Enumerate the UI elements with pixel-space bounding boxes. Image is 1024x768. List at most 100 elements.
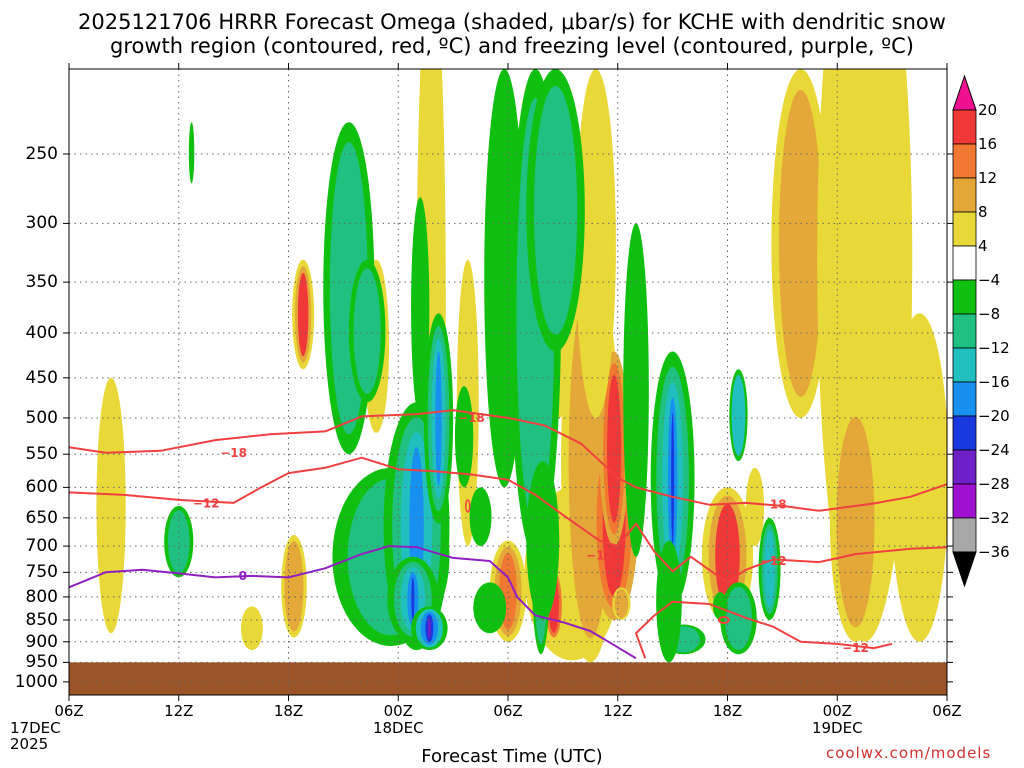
omega-cell <box>836 416 875 628</box>
omega-cell <box>435 351 442 486</box>
colorbar-label: 4 <box>978 237 988 255</box>
freezing-level-contour <box>69 545 637 660</box>
omega-cell <box>607 374 622 523</box>
svg-text:−18: −18 <box>220 446 247 460</box>
omega-cell <box>454 386 474 488</box>
colorbar <box>952 74 977 588</box>
colorbar-label: −12 <box>978 339 1010 357</box>
y-tick-label: 700 <box>25 536 58 557</box>
omega-cell <box>188 122 195 184</box>
colorbar-label: −36 <box>978 543 1010 561</box>
y-tick-label: 400 <box>25 322 58 343</box>
colorbar-label: −8 <box>978 305 1001 323</box>
x-tick-sublabel: 19DEC <box>811 719 863 737</box>
x-tick-label: 18Z <box>712 702 743 720</box>
y-tick-label: 800 <box>25 586 58 607</box>
contour-label: −18 <box>760 498 787 512</box>
y-tick-label: 900 <box>25 631 58 652</box>
svg-text:0: 0 <box>239 569 247 583</box>
omega-cell <box>411 197 430 418</box>
omega-cell <box>724 586 753 650</box>
omega-cell <box>764 530 775 608</box>
omega-cell <box>745 467 765 547</box>
y-tick-label: 250 <box>25 143 58 164</box>
chart-title-line-2: growth region (contoured, red, ºC) and f… <box>110 34 914 58</box>
credit-text: coolwx.com/models <box>826 744 992 762</box>
contour-lines: −18 −18 −12 0 −18 −12 −12 −12 <box>69 409 947 660</box>
contour-label: −12 <box>842 641 869 655</box>
y-tick-label: 500 <box>25 407 58 428</box>
omega-cell <box>240 606 263 651</box>
terrain-fill <box>69 662 947 695</box>
svg-text:−12: −12 <box>586 549 613 563</box>
contour-label: −12 <box>586 549 613 563</box>
omega-cell <box>411 577 415 622</box>
omega-cell <box>167 510 190 574</box>
temperature-contour <box>635 600 893 659</box>
y-tick-label: 550 <box>25 444 58 465</box>
x-tick-label: 18Z <box>273 702 304 720</box>
svg-text:−12: −12 <box>760 554 787 568</box>
temperature-contour <box>69 456 947 584</box>
omega-cell <box>712 592 728 621</box>
y-tick-label: 750 <box>25 562 58 583</box>
x-tick-label: 06Z <box>932 702 962 720</box>
chart-title-line-1: 2025121706 HRRR Forecast Omega (shaded, … <box>78 10 946 34</box>
colorbar-label: −28 <box>978 475 1010 493</box>
colorbar-swatch <box>952 449 977 485</box>
colorbar-bottom-arrow <box>952 551 977 588</box>
x-tick-sublabel: 17DEC <box>10 719 61 737</box>
colorbar-swatch <box>952 143 977 179</box>
omega-cell <box>469 487 492 547</box>
omega-cell <box>473 582 507 634</box>
svg-text:−18: −18 <box>458 411 485 425</box>
contour-label: 0 <box>239 569 247 583</box>
omega-cell <box>526 461 560 621</box>
contour-label: −18 <box>458 411 485 425</box>
omega-cell <box>96 377 126 634</box>
omega-cell <box>353 268 381 394</box>
contour-label: −12 <box>193 497 220 511</box>
x-tick-label: 06Z <box>493 702 523 720</box>
y-tick-label: 350 <box>25 272 58 293</box>
omega-cell <box>731 374 746 456</box>
omega-cell <box>575 69 616 418</box>
colorbar-swatch <box>952 279 977 315</box>
svg-text:−12: −12 <box>842 641 869 655</box>
colorbar-label: 16 <box>978 135 998 153</box>
omega-cell <box>297 272 309 357</box>
omega-cell <box>427 616 431 640</box>
x-tick-sublabel: 2025 <box>10 735 49 753</box>
colorbar-swatch <box>952 211 977 247</box>
omega-cell <box>656 540 682 663</box>
colorbar-label: −32 <box>978 509 1010 527</box>
colorbar-label: 8 <box>978 203 988 221</box>
y-tick-label: 850 <box>25 610 58 630</box>
colorbar-swatch <box>952 347 977 383</box>
colorbar-swatch <box>952 415 977 451</box>
omega-cell <box>623 223 649 557</box>
omega-cell <box>533 85 578 335</box>
colorbar-label: 20 <box>978 101 998 119</box>
colorbar-swatch <box>952 245 977 281</box>
colorbar-swatch <box>952 517 977 553</box>
axis-ticks <box>63 63 953 701</box>
omega-cell <box>284 541 304 632</box>
omega-cell <box>671 412 675 546</box>
x-tick-label: 12Z <box>164 702 194 720</box>
x-tick-label: 00Z <box>822 702 852 720</box>
colorbar-top-arrow <box>952 74 977 111</box>
y-tick-label: 950 <box>25 652 58 673</box>
colorbar-swatch <box>952 177 977 213</box>
temperature-contour <box>465 499 471 513</box>
x-tick-label: 00Z <box>383 702 413 720</box>
colorbar-label: −4 <box>978 271 1001 289</box>
x-tick-label: 12Z <box>603 702 633 720</box>
svg-text:−18: −18 <box>760 498 787 512</box>
colorbar-label: −20 <box>978 407 1010 425</box>
colorbar-swatch <box>952 483 977 519</box>
y-tick-label: 600 <box>25 477 58 498</box>
omega-shading <box>96 69 947 663</box>
x-tick-sublabel: 18DEC <box>372 719 424 737</box>
